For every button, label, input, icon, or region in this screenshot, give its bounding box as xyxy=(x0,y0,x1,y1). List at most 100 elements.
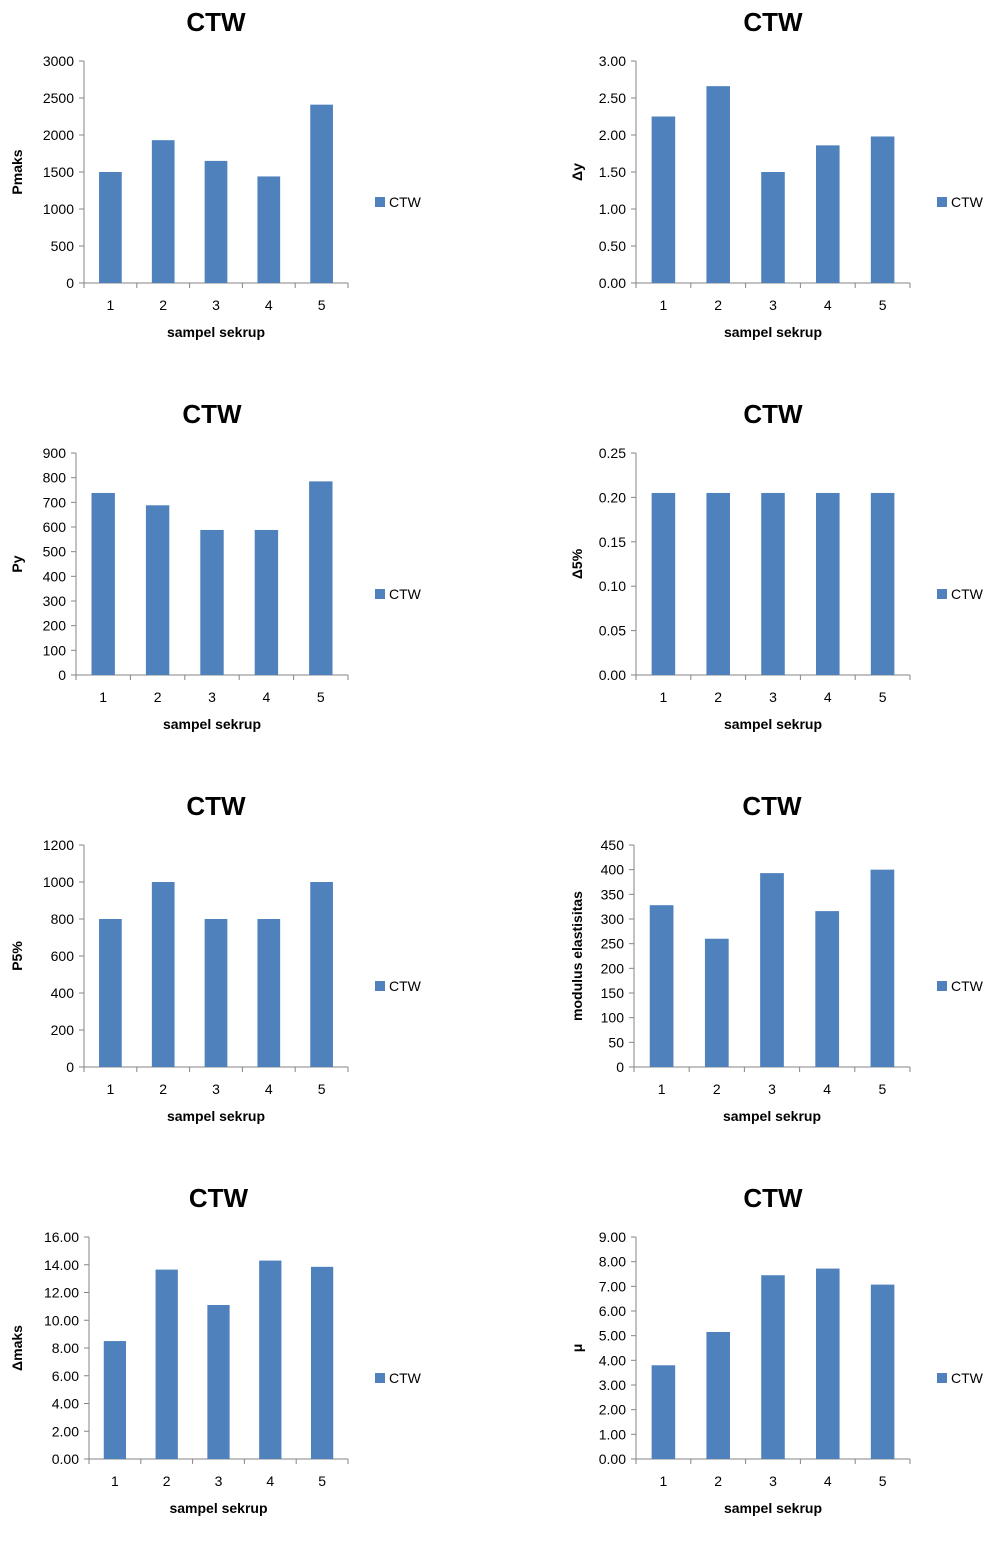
x-axis-label: sampel sekrup xyxy=(724,1500,822,1516)
y-tick-label: 16.00 xyxy=(44,1229,79,1245)
bar xyxy=(761,172,785,283)
x-tick-label: 4 xyxy=(266,1473,274,1489)
chart-title: CTW xyxy=(189,1183,249,1213)
y-tick-label: 0.00 xyxy=(599,667,626,683)
bar xyxy=(310,104,333,283)
y-tick-label: 12.00 xyxy=(44,1285,79,1301)
y-tick-label: 2500 xyxy=(43,90,74,106)
y-axis-label: Δy xyxy=(569,163,585,181)
x-tick-label: 5 xyxy=(879,297,887,313)
bar xyxy=(651,492,676,675)
x-tick-label: 5 xyxy=(318,1081,326,1097)
y-tick-label: 1000 xyxy=(43,874,74,890)
bar xyxy=(870,492,895,675)
x-tick-label: 4 xyxy=(265,297,273,313)
chart-title: CTW xyxy=(186,7,246,37)
bar xyxy=(103,1341,127,1459)
bar xyxy=(760,873,784,1067)
x-tick-label: 2 xyxy=(714,297,722,313)
legend-swatch xyxy=(375,1373,385,1383)
bar xyxy=(151,882,175,1067)
y-axis-label: P5% xyxy=(9,941,25,971)
y-tick-label: 0.00 xyxy=(52,1451,79,1467)
legend-swatch xyxy=(937,589,947,599)
x-tick-label: 5 xyxy=(879,1473,887,1489)
y-axis-label: Py xyxy=(9,555,25,572)
x-tick-label: 1 xyxy=(111,1473,119,1489)
bar xyxy=(257,176,281,283)
y-tick-label: 100 xyxy=(601,1010,625,1026)
legend-label: CTW xyxy=(951,978,984,994)
y-tick-label: 8.00 xyxy=(599,1254,626,1270)
y-tick-label: 200 xyxy=(601,960,625,976)
y-axis-label: μ xyxy=(569,1344,585,1353)
x-tick-label: 3 xyxy=(212,1081,220,1097)
x-tick-label: 4 xyxy=(823,1081,831,1097)
x-tick-label: 2 xyxy=(163,1473,171,1489)
bar xyxy=(815,911,840,1067)
legend-label: CTW xyxy=(951,586,984,602)
y-tick-label: 7.00 xyxy=(599,1278,626,1294)
legend-label: CTW xyxy=(389,978,422,994)
legend-swatch xyxy=(937,981,947,991)
chart-svg: CTW 0.00 0.05 0.10 0.15 0.20 0.25 1 2 3 4 5 sampel s… xyxy=(569,399,984,732)
chart-title: CTW xyxy=(743,399,803,429)
x-axis-label: sampel sekrup xyxy=(169,1500,267,1516)
bar xyxy=(870,1284,895,1459)
chart-svg: CTW 0 100 200 300 400 500 600 700 800 900 1 2 3 4 5 samp… xyxy=(9,399,422,732)
bar xyxy=(99,919,122,1067)
y-tick-label: 400 xyxy=(43,568,67,584)
y-tick-label: 0.00 xyxy=(599,1451,626,1467)
y-axis-label: Δmaks xyxy=(9,1325,25,1371)
x-tick-label: 1 xyxy=(658,1081,666,1097)
y-tick-label: 250 xyxy=(601,936,625,952)
y-tick-label: 900 xyxy=(43,445,67,461)
bar xyxy=(310,1266,334,1459)
y-tick-label: 300 xyxy=(601,911,625,927)
x-tick-label: 4 xyxy=(824,297,832,313)
y-tick-label: 0.10 xyxy=(599,578,626,594)
y-tick-label: 2000 xyxy=(43,127,74,143)
chart-pmaks: CTW 0 500 1000 1500 2000 2500 3000 1 2 3 4 5 sampel s… xyxy=(0,0,494,380)
y-tick-label: 3.00 xyxy=(599,53,626,69)
bar xyxy=(310,882,333,1067)
chart-p5pct: CTW 0 200 400 600 800 1000 1200 1 2 3 4 5 sampel sekr… xyxy=(0,784,494,1164)
chart-title: CTW xyxy=(186,791,246,821)
bar xyxy=(207,1304,230,1459)
y-tick-label: 0 xyxy=(66,275,74,291)
bar xyxy=(706,86,730,283)
y-tick-label: 2.00 xyxy=(52,1423,79,1439)
legend-label: CTW xyxy=(951,194,984,210)
y-tick-label: 14.00 xyxy=(44,1257,79,1273)
y-axis-label: Δ5% xyxy=(569,548,585,579)
x-tick-label: 2 xyxy=(714,1473,722,1489)
bar xyxy=(704,938,729,1067)
y-tick-label: 1.00 xyxy=(599,201,626,217)
bar xyxy=(761,1275,785,1459)
bar xyxy=(706,492,730,675)
bar xyxy=(257,919,281,1067)
x-tick-label: 3 xyxy=(769,297,777,313)
y-tick-label: 800 xyxy=(51,911,75,927)
y-tick-label: 0.05 xyxy=(599,623,626,639)
x-tick-label: 1 xyxy=(107,1081,115,1097)
y-tick-label: 500 xyxy=(43,544,67,560)
y-tick-label: 0.25 xyxy=(599,445,626,461)
y-tick-label: 1.50 xyxy=(599,164,626,180)
x-tick-label: 4 xyxy=(824,1473,832,1489)
bar xyxy=(99,172,122,283)
x-tick-label: 4 xyxy=(263,689,271,705)
x-tick-label: 1 xyxy=(660,689,668,705)
legend-swatch xyxy=(937,1373,947,1383)
y-tick-label: 1200 xyxy=(43,837,74,853)
y-tick-label: 50 xyxy=(608,1034,624,1050)
legend-label: CTW xyxy=(389,586,422,602)
legend-label: CTW xyxy=(389,1370,422,1386)
x-tick-label: 5 xyxy=(879,1081,887,1097)
chart-svg: CTW 0.00 1.00 2.00 3.00 4.00 5.00 6.00 7.00 8.00 9… xyxy=(569,1183,984,1516)
chart-title: CTW xyxy=(743,7,803,37)
bar xyxy=(816,492,840,675)
y-tick-label: 0 xyxy=(58,667,66,683)
bar xyxy=(651,116,676,283)
y-tick-label: 4.00 xyxy=(52,1396,79,1412)
